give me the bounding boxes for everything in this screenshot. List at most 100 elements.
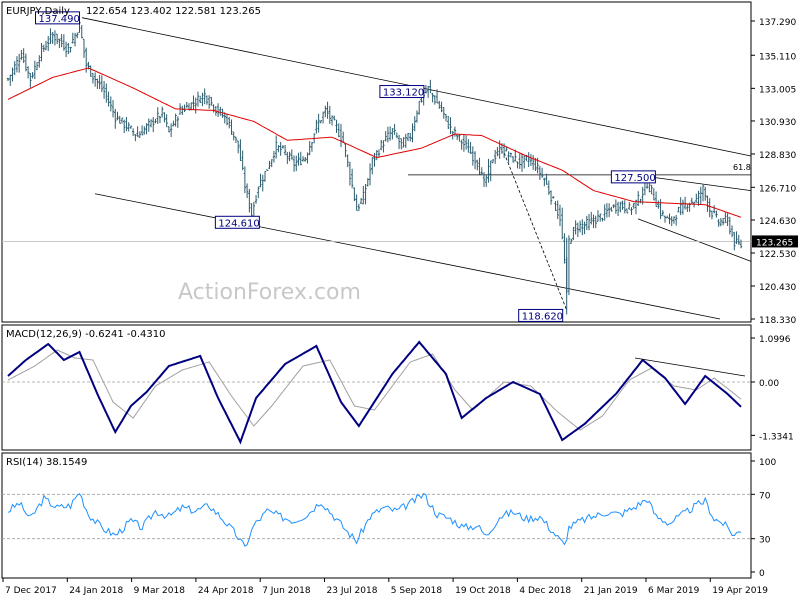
macd-title: MACD(12,26,9) -0.6241 -0.4310 [6, 329, 166, 340]
ohlc-bar [674, 214, 678, 226]
ohlc-bar [596, 210, 600, 222]
ohlc-bar [545, 173, 548, 185]
ohlc-bar [216, 103, 220, 117]
ohlc-bar [415, 110, 419, 123]
ohlc-bar [138, 131, 142, 138]
ohlc-bar [690, 197, 694, 205]
ohlc-bar [362, 185, 365, 205]
current-price-label: 123.265 [756, 238, 793, 248]
ohlc-bar [509, 152, 513, 158]
ohlc-bar [357, 203, 361, 212]
price-tick-label: 120.430 [759, 283, 796, 293]
ohlc-bar [359, 197, 363, 205]
ohlc-bar [308, 141, 311, 156]
ohlc-bar [174, 113, 177, 127]
channel-lower-line [94, 193, 721, 320]
ohlc-bar [590, 211, 593, 225]
ohlc-bar [380, 139, 383, 151]
ohlc-bar [704, 186, 707, 201]
ohlc-bar [455, 133, 459, 141]
ohlc-bar [395, 132, 399, 139]
ohlc-bar [109, 96, 112, 112]
ohlc-bar [167, 126, 171, 133]
ohlc-bar [739, 239, 743, 249]
ohlc-bar [232, 131, 235, 141]
ohlc-bar [487, 158, 490, 183]
ohlc-bar [601, 217, 604, 222]
ohlc-bar [619, 201, 622, 213]
ohlc-bar [201, 92, 204, 107]
ohlc-bar [540, 167, 544, 178]
macd-layer [2, 340, 751, 445]
price-tick-label: 128.830 [759, 151, 796, 161]
ohlc-bar [440, 101, 443, 113]
x-tick-label: 23 Jul 2018 [327, 586, 378, 596]
ohlc-bar [701, 184, 705, 202]
price-annotation: 127.500 [610, 170, 656, 184]
ohlc-bar [708, 198, 711, 218]
ohlc-bar [726, 213, 729, 226]
rsi-tick-label: 70 [759, 491, 771, 501]
ohlc-bar [699, 186, 702, 205]
ohlc-bar [111, 100, 115, 118]
rsi-line [7, 492, 742, 547]
ohlc-bar [695, 193, 698, 203]
ohlc-bar [160, 106, 164, 118]
ohlc-label: 122.654 123.402 122.581 123.265 [86, 6, 261, 17]
x-tick-label: 24 Apr 2018 [198, 586, 254, 596]
ohlc-bar [105, 83, 108, 103]
ohlc-bar [319, 120, 323, 124]
ohlc-bar [402, 137, 405, 148]
rsi-title: RSI(14) 38.1549 [6, 457, 87, 468]
ohlc-bar [493, 149, 497, 164]
ohlc-bar [663, 215, 667, 223]
ohlc-bar [263, 170, 267, 182]
price-tick-label: 133.005 [759, 85, 796, 95]
ohlc-bar [670, 216, 673, 227]
ohlc-bar [295, 155, 298, 172]
ohlc-bar [152, 116, 155, 133]
ohlc-bar [603, 204, 606, 221]
ohlc-bar [328, 105, 332, 124]
ohlc-bar [62, 34, 66, 51]
ohlc-bar [634, 199, 638, 215]
ohlc-bar [198, 95, 202, 103]
ohlc-bar [668, 213, 671, 225]
ohlc-bar [245, 183, 249, 199]
ohlc-bar [288, 151, 291, 162]
ohlc-bar [344, 142, 347, 158]
ohlc-bar [190, 102, 193, 111]
ohlc-bar [520, 153, 524, 172]
x-tick-label: 5 Sep 2018 [391, 586, 443, 596]
price-annotation-box [610, 170, 656, 184]
ohlc-bar [406, 132, 410, 142]
ohlc-bar [40, 42, 43, 62]
ohlc-bar [156, 107, 159, 125]
ohlc-bar [299, 151, 302, 166]
ohlc-bar [686, 204, 689, 212]
ohlc-bar [22, 48, 25, 64]
ohlc-bar [223, 112, 226, 124]
ohlc-bar [185, 101, 188, 108]
ohlc-bar [281, 145, 285, 149]
ohlc-bar [127, 122, 130, 132]
ohlc-bar [364, 184, 367, 205]
ohlc-bar [31, 72, 34, 79]
ohlc-bar [366, 178, 369, 187]
ohlc-bar [44, 40, 48, 51]
ohlc-bar [623, 200, 626, 214]
ohlc-bar [304, 156, 307, 162]
wedge-lower-line [637, 218, 752, 262]
price-header: EURJPY,Daily 122.654 123.402 122.581 123… [6, 6, 261, 17]
ohlc-bar [391, 128, 394, 140]
ohlc-bar [205, 95, 209, 105]
ohlc-bar [236, 140, 240, 154]
ohlc-bar [73, 32, 77, 47]
ohlc-bar [47, 35, 50, 52]
ohlc-bar [93, 72, 97, 87]
ohlc-bar [375, 150, 378, 161]
rsi-tick-label: 0 [759, 569, 765, 579]
ohlc-bar [569, 238, 573, 244]
x-tick-label: 24 Jan 2018 [69, 586, 123, 596]
ohlc-bar [96, 78, 99, 89]
